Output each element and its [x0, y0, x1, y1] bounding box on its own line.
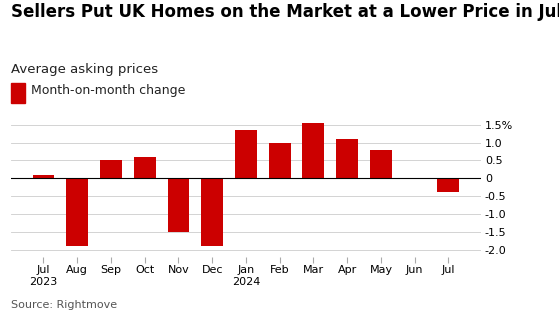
Text: Month-on-month change: Month-on-month change	[31, 84, 185, 97]
Bar	[336, 139, 358, 178]
Bar	[235, 130, 257, 178]
Bar	[67, 178, 88, 246]
Bar	[269, 142, 291, 178]
Text: Source: Rightmove: Source: Rightmove	[11, 300, 117, 310]
Text: Sellers Put UK Homes on the Market at a Lower Price in July: Sellers Put UK Homes on the Market at a …	[11, 3, 559, 21]
Bar	[438, 178, 459, 192]
Text: Average asking prices: Average asking prices	[11, 63, 158, 76]
Bar	[201, 178, 223, 246]
Bar	[302, 123, 324, 178]
Bar	[100, 160, 122, 178]
Bar	[32, 175, 54, 178]
Bar	[370, 150, 392, 178]
Bar	[168, 178, 190, 232]
Bar	[134, 157, 156, 178]
